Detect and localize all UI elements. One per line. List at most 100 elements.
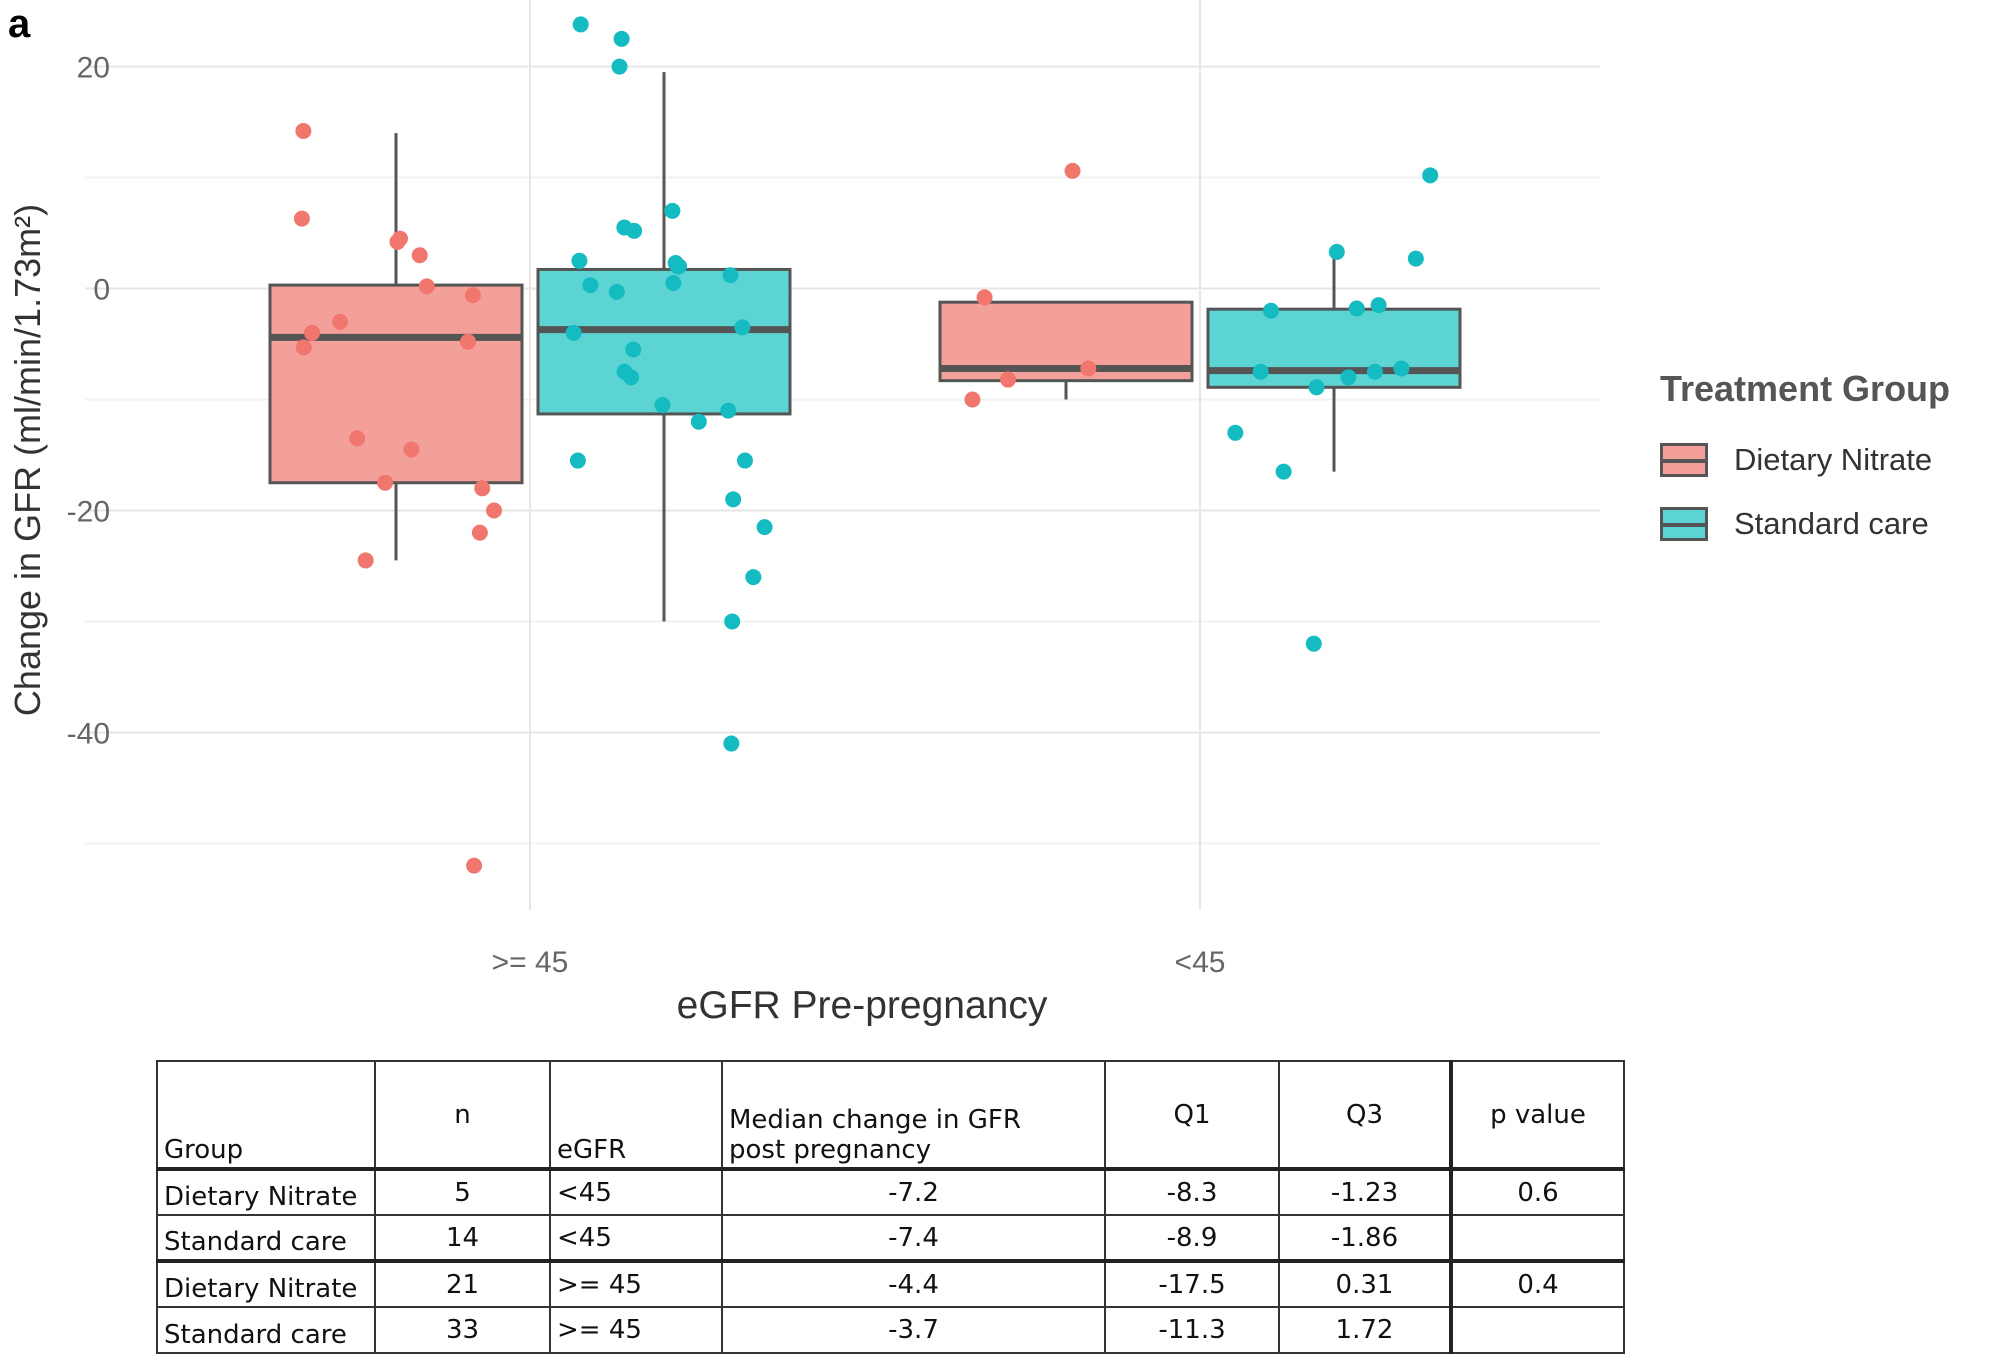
data-point bbox=[625, 341, 642, 358]
cell-group: Dietary Nitrate bbox=[156, 1168, 376, 1216]
data-point bbox=[418, 278, 435, 295]
data-point bbox=[1328, 243, 1345, 260]
cell-egfr: >= 45 bbox=[549, 1306, 723, 1354]
cell-egfr: <45 bbox=[549, 1214, 723, 1262]
data-point bbox=[626, 222, 643, 239]
data-point bbox=[654, 397, 671, 414]
data-point bbox=[464, 287, 481, 304]
cell-group: Standard care bbox=[156, 1306, 376, 1354]
data-point bbox=[722, 267, 739, 284]
table-row: Standard care 14 <45 -7.4 -8.9 -1.86 bbox=[156, 1214, 1625, 1262]
data-point bbox=[569, 452, 586, 469]
header-median-line2: post pregnancy bbox=[729, 1135, 932, 1165]
cell-q3: 1.72 bbox=[1278, 1306, 1452, 1354]
data-point bbox=[1422, 167, 1439, 184]
cell-egfr: >= 45 bbox=[549, 1259, 723, 1308]
data-point bbox=[964, 391, 981, 408]
data-point bbox=[1252, 363, 1269, 380]
cell-p-value: 0.4 bbox=[1449, 1259, 1625, 1308]
data-point bbox=[665, 274, 682, 291]
data-point bbox=[1340, 369, 1357, 386]
cell-median: -3.7 bbox=[721, 1306, 1106, 1354]
data-point bbox=[725, 491, 742, 508]
table-header-row: Group n eGFR Median change in GFR post p… bbox=[156, 1060, 1625, 1171]
y-tick-label: 0 bbox=[93, 274, 110, 307]
cell-q1: -8.3 bbox=[1104, 1168, 1280, 1216]
data-point bbox=[1305, 635, 1322, 652]
data-point bbox=[293, 210, 310, 227]
data-point bbox=[1393, 360, 1410, 377]
data-point bbox=[357, 552, 374, 569]
data-point bbox=[690, 413, 707, 430]
box bbox=[1206, 307, 1462, 389]
data-point bbox=[571, 252, 588, 269]
data-point bbox=[976, 289, 993, 306]
cell-egfr: <45 bbox=[549, 1168, 723, 1216]
cell-median: -7.2 bbox=[721, 1168, 1106, 1216]
data-point bbox=[486, 502, 503, 519]
data-point bbox=[720, 402, 737, 419]
cell-median: -7.4 bbox=[721, 1214, 1106, 1262]
data-point bbox=[736, 452, 753, 469]
cell-q1: -11.3 bbox=[1104, 1306, 1280, 1354]
data-point bbox=[471, 524, 488, 541]
cell-q1: -8.9 bbox=[1104, 1214, 1280, 1262]
box bbox=[268, 283, 524, 485]
data-point bbox=[304, 324, 321, 341]
data-point bbox=[1366, 363, 1383, 380]
header-p-value: p value bbox=[1449, 1060, 1625, 1171]
cell-n: 5 bbox=[374, 1168, 551, 1216]
cell-n: 21 bbox=[374, 1259, 551, 1308]
header-q1: Q1 bbox=[1104, 1060, 1280, 1171]
panel-label: a bbox=[8, 2, 31, 46]
legend-key-standard-care bbox=[1660, 507, 1708, 541]
cell-p-value: 0.6 bbox=[1449, 1168, 1625, 1216]
data-point bbox=[389, 233, 406, 250]
x-tick-label: >= 45 bbox=[492, 946, 569, 979]
data-point bbox=[332, 313, 349, 330]
legend-title: Treatment Group bbox=[1660, 368, 1951, 409]
data-point bbox=[1263, 302, 1280, 319]
cell-n: 33 bbox=[374, 1306, 551, 1354]
cell-q1: -17.5 bbox=[1104, 1259, 1280, 1308]
data-point bbox=[582, 277, 599, 294]
data-point bbox=[669, 258, 686, 275]
box-plot: 20 0 -20 -40 >= 45 <45 eGFR Pre-pregnancy Chang… bbox=[7, 0, 1600, 1027]
data-point bbox=[1407, 250, 1424, 267]
header-group: Group bbox=[156, 1060, 376, 1171]
data-point bbox=[295, 339, 312, 356]
cell-median: -4.4 bbox=[721, 1259, 1106, 1308]
data-point bbox=[349, 430, 366, 447]
y-tick-label: -40 bbox=[67, 717, 110, 750]
cell-group: Dietary Nitrate bbox=[156, 1259, 376, 1308]
cell-q3: -1.23 bbox=[1278, 1168, 1452, 1216]
data-point bbox=[1370, 297, 1387, 314]
data-point bbox=[724, 613, 741, 630]
cell-group: Standard care bbox=[156, 1214, 376, 1262]
cell-p-value bbox=[1449, 1214, 1625, 1262]
table-row: Dietary Nitrate 21 >= 45 -4.4 -17.5 0.31… bbox=[156, 1259, 1625, 1308]
y-tick-label: -20 bbox=[67, 495, 110, 528]
data-point bbox=[756, 519, 773, 536]
table-row: Standard care 33 >= 45 -3.7 -11.3 1.72 bbox=[156, 1306, 1625, 1354]
data-point bbox=[623, 369, 640, 386]
legend-item-dietary-nitrate: Dietary Nitrate bbox=[1660, 428, 1950, 492]
legend-label: Standard care bbox=[1734, 506, 1929, 541]
cell-n: 14 bbox=[374, 1214, 551, 1262]
y-tick-label: 20 bbox=[77, 52, 110, 85]
cell-p-value bbox=[1449, 1306, 1625, 1354]
data-point bbox=[377, 474, 394, 491]
data-point bbox=[572, 16, 589, 33]
header-median: Median change in GFR post pregnancy bbox=[721, 1060, 1106, 1171]
data-point bbox=[723, 735, 740, 752]
header-median-line1: Median change in GFR bbox=[729, 1105, 1021, 1135]
data-point bbox=[611, 58, 628, 75]
legend-key-dietary-nitrate bbox=[1660, 443, 1708, 477]
data-point bbox=[403, 441, 420, 458]
header-q3: Q3 bbox=[1278, 1060, 1452, 1171]
box bbox=[536, 267, 792, 416]
data-point bbox=[411, 247, 428, 264]
data-point bbox=[1227, 424, 1244, 441]
legend-item-standard-care: Standard care bbox=[1660, 492, 1950, 556]
x-tick-label: <45 bbox=[1175, 946, 1226, 979]
